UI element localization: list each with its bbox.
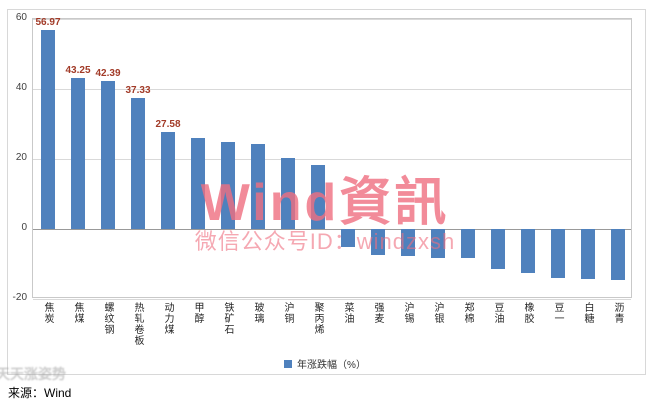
x-tick-label: 沪铜 (272, 302, 302, 324)
bar-沪银 (431, 229, 445, 258)
bar-聚丙烯 (311, 165, 325, 229)
x-tick-text: 铁矿石 (222, 302, 233, 335)
bar-菜油 (341, 229, 355, 248)
y-axis-labels: 60 40 20 0 -20 (0, 0, 30, 360)
x-tick-label: 强麦 (362, 302, 392, 324)
x-tick-label: 玻璃 (242, 302, 272, 324)
value-label: 37.33 (125, 85, 151, 97)
x-tick-label: 豆油 (482, 302, 512, 324)
x-tick-text: 沥青 (612, 302, 623, 324)
value-label: 42.39 (95, 67, 121, 79)
x-tick-text: 菜油 (342, 302, 353, 324)
x-tick-text: 郑棉 (462, 302, 473, 324)
x-tick-label: 铁矿石 (212, 302, 242, 335)
x-tick-label: 豆一 (542, 302, 572, 324)
plot-area: 56.97 43.25 42.39 37.33 27.58 (32, 17, 632, 300)
bar-热轧卷板 (131, 98, 145, 229)
x-tick-text: 玻璃 (252, 302, 263, 324)
bar-郑棉 (461, 229, 475, 259)
x-tick-label: 沥青 (602, 302, 632, 324)
x-tick-label: 橡胶 (512, 302, 542, 324)
x-tick-text: 甲醇 (192, 302, 203, 324)
gridline (33, 299, 631, 300)
value-label: 27.58 (155, 119, 181, 131)
x-tick-text: 白糖 (582, 302, 593, 324)
y-tick-label: 0 (21, 222, 27, 233)
bar-豆一 (551, 229, 565, 278)
x-tick-text: 豆油 (492, 302, 503, 324)
bar-强麦 (371, 229, 385, 255)
source-label: 来源：Wind (8, 386, 72, 400)
x-tick-label: 焦煤 (62, 302, 92, 324)
x-tick-label: 焦炭 (32, 302, 62, 324)
y-tick-label: 40 (15, 82, 27, 93)
bar-橡胶 (521, 229, 535, 274)
bar-豆油 (491, 229, 505, 269)
bar-螺纹钢 (101, 80, 115, 229)
x-tick-text: 聚丙烯 (312, 302, 323, 335)
x-tick-label: 沪银 (422, 302, 452, 324)
bar-白糖 (581, 229, 595, 280)
x-tick-label: 菜油 (332, 302, 362, 324)
corner-watermark: 天天涨姿势 (0, 366, 66, 382)
legend: 年涨跌幅（%） (0, 356, 650, 371)
x-tick-text: 沪银 (432, 302, 443, 324)
x-tick-text: 热轧卷板 (132, 302, 143, 346)
gridline (33, 89, 631, 90)
x-axis-labels: 焦炭 焦煤 螺纹钢 热轧卷板 动力煤 甲醇 铁矿石 玻璃 沪铜 聚丙烯 菜油 强麦 沪锡 沪银 郑棉 豆油 橡胶… (0, 302, 650, 356)
bar-焦煤 (71, 77, 85, 229)
x-tick-text: 焦煤 (72, 302, 83, 324)
y-tick-label: 60 (15, 12, 27, 23)
bar-焦炭 (41, 29, 55, 229)
legend-swatch (284, 359, 293, 368)
x-tick-label: 聚丙烯 (302, 302, 332, 335)
x-tick-label: 白糖 (572, 302, 602, 324)
x-tick-text: 螺纹钢 (102, 302, 113, 335)
x-tick-text: 强麦 (372, 302, 383, 324)
x-tick-text: 动力煤 (162, 302, 173, 335)
bar-玻璃 (251, 143, 265, 229)
legend-label: 年涨跌幅（%） (297, 360, 366, 371)
bar-沥青 (611, 229, 625, 281)
gridline (33, 19, 631, 20)
y-tick-label: -20 (12, 292, 27, 303)
x-tick-label: 螺纹钢 (92, 302, 122, 335)
y-tick-label: 20 (15, 152, 27, 163)
x-tick-label: 郑棉 (452, 302, 482, 324)
value-label: 56.97 (35, 16, 61, 28)
gridline (33, 159, 631, 160)
x-tick-label: 甲醇 (182, 302, 212, 324)
x-tick-text: 豆一 (552, 302, 563, 324)
value-label: 43.25 (65, 64, 91, 76)
x-tick-label: 动力煤 (152, 302, 182, 335)
x-tick-text: 沪铜 (282, 302, 293, 324)
zero-gridline (33, 229, 631, 230)
chart-frame (7, 9, 646, 375)
x-tick-text: 焦炭 (42, 302, 53, 324)
x-tick-text: 橡胶 (522, 302, 533, 324)
bar-沪铜 (281, 157, 295, 229)
x-tick-label: 热轧卷板 (122, 302, 152, 346)
bar-甲醇 (191, 137, 205, 229)
x-tick-label: 沪锡 (392, 302, 422, 324)
bar-铁矿石 (221, 142, 235, 229)
bar-动力煤 (161, 132, 175, 229)
x-tick-text: 沪锡 (402, 302, 413, 324)
bar-沪锡 (401, 229, 415, 256)
